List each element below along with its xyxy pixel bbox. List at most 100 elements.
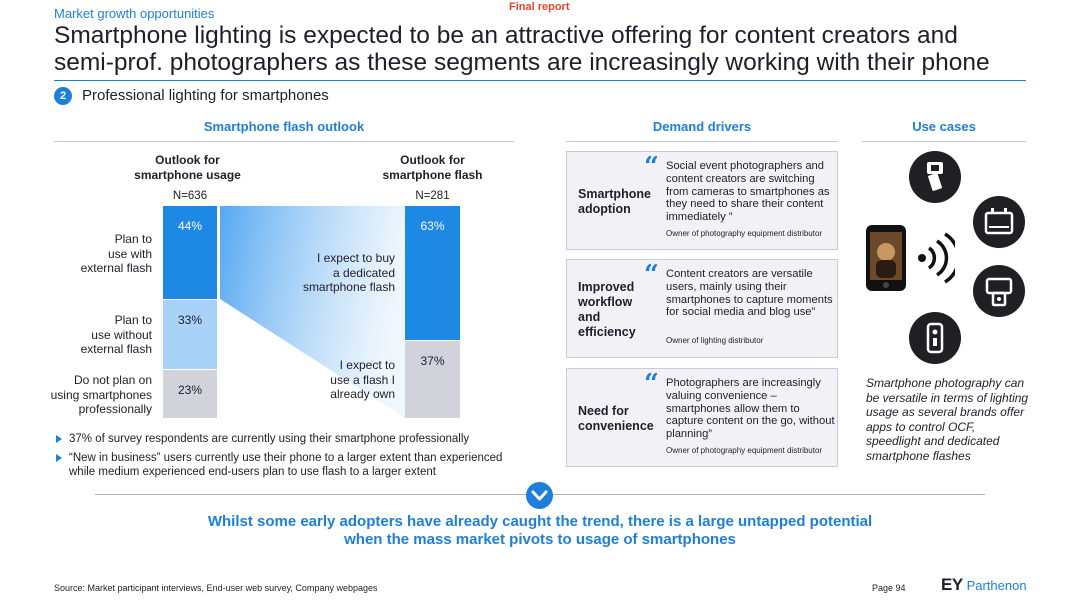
segment-label-own-flash: I expect to use a flash I already own bbox=[265, 358, 395, 402]
bar-segment: 44% bbox=[163, 206, 217, 299]
label-line: I expect to bbox=[339, 358, 395, 372]
segment-label-without-flash: Plan to use without external flash bbox=[30, 313, 152, 357]
driver-name: Improved workflow and efficiency bbox=[578, 280, 636, 340]
bar-title-flash-line-1: Outlook for bbox=[400, 153, 465, 167]
label-line: already own bbox=[330, 387, 395, 401]
page-subtitle: Professional lighting for smartphones bbox=[82, 87, 329, 104]
segment-label-not-professional: Do not plan on using smartphones profess… bbox=[30, 373, 152, 417]
driver-quote: Photographers are increasingly valuing c… bbox=[666, 377, 835, 441]
driver-name-line: and bbox=[578, 310, 601, 324]
bar-segment: 33% bbox=[163, 299, 217, 369]
quote-icon: “ bbox=[644, 152, 659, 182]
bar-value-label: 33% bbox=[177, 313, 203, 327]
column-divider-outlook bbox=[54, 141, 514, 142]
label-line: use with bbox=[107, 246, 152, 261]
driver-card-smartphone-adoption: Smartphone adoption “ Social event photo… bbox=[566, 151, 838, 250]
stacked-bar-flash: 63% 37% bbox=[405, 206, 460, 418]
quote-source: Owner of photography equipment distribut… bbox=[666, 446, 823, 455]
bar-value-label: 44% bbox=[177, 219, 203, 233]
softbox-light-icon bbox=[973, 196, 1025, 248]
section-label: Market growth opportunities bbox=[54, 6, 215, 21]
column-header-outlook: Smartphone flash outlook bbox=[203, 119, 365, 134]
driver-name-line: Need for bbox=[578, 404, 629, 418]
column-divider-drivers bbox=[566, 141, 838, 142]
segment-label-buy-flash: I expect to buy a dedicated smartphone f… bbox=[265, 251, 395, 295]
page-title-line-2: semi-prof. photographers as these segmen… bbox=[54, 49, 990, 76]
column-divider-use-cases bbox=[862, 141, 1026, 142]
driver-name-line: Improved bbox=[578, 280, 635, 294]
bar-value-label: 23% bbox=[177, 383, 203, 397]
bullet-item: 37% of survey respondents are currently … bbox=[56, 432, 516, 446]
speedlight-icon bbox=[973, 265, 1025, 317]
driver-name-line: convenience bbox=[578, 419, 654, 433]
label-line: Plan to bbox=[114, 313, 152, 327]
use-cases-caption: Smartphone photography can be versatile … bbox=[866, 376, 1029, 463]
driver-card-workflow-efficiency: Improved workflow and efficiency “ Conte… bbox=[566, 259, 838, 358]
page-title-line-1: Smartphone lighting is expected to be an… bbox=[54, 22, 958, 49]
driver-name-line: Smartphone bbox=[578, 187, 651, 201]
driver-name: Need for convenience bbox=[578, 404, 654, 434]
page-title: Smartphone lighting is expected to be an… bbox=[54, 22, 1034, 76]
flash-outlook-chart: Outlook for smartphone usage N=636 44% 33… bbox=[0, 0, 483, 418]
label-line: I expect to buy bbox=[316, 251, 395, 265]
stacked-bar-usage: 44% 33% 23% bbox=[163, 206, 217, 418]
label-line: a dedicated bbox=[332, 265, 395, 280]
bullet-text: “New in business” users currently use th… bbox=[69, 452, 503, 478]
driver-name: Smartphone adoption bbox=[578, 187, 651, 217]
section-number-badge: 2 bbox=[54, 87, 72, 105]
quote-source: Owner of lighting distributor bbox=[666, 336, 764, 345]
quote-icon: “ bbox=[644, 260, 659, 290]
label-line: use a flash I bbox=[330, 372, 395, 387]
driver-name-line: efficiency bbox=[578, 325, 636, 339]
bullet-arrow-icon bbox=[56, 435, 62, 443]
quote-source: Owner of photography equipment distribut… bbox=[666, 229, 823, 238]
funnel-shape bbox=[220, 206, 405, 418]
key-takeaway: Whilst some early adopters have already … bbox=[207, 513, 873, 548]
bar-value-label: 63% bbox=[420, 219, 445, 233]
wireless-signal-icon bbox=[917, 232, 961, 284]
bar-segment: 37% bbox=[405, 340, 460, 418]
bar-value-label: 37% bbox=[420, 354, 445, 368]
source-note: Source: Market participant interviews, E… bbox=[54, 583, 378, 593]
label-line: using smartphones bbox=[50, 387, 152, 402]
bar-segment: 23% bbox=[163, 369, 217, 418]
bar-title-flash-line-2: smartphone flash bbox=[382, 168, 483, 182]
label-line: Do not plan on bbox=[73, 373, 152, 387]
bullet-text: 37% of survey respondents are currently … bbox=[69, 433, 470, 445]
bar-segment: 63% bbox=[405, 206, 460, 340]
logo-parthenon: Parthenon bbox=[966, 578, 1027, 593]
smartphone-icon bbox=[865, 224, 907, 292]
status-label: Final report bbox=[509, 1, 570, 13]
label-line: professionally bbox=[78, 402, 152, 416]
bar-title-usage-line-2: smartphone usage bbox=[134, 168, 241, 182]
label-line: use without bbox=[91, 327, 152, 342]
bar-title-usage-line-1: Outlook for bbox=[155, 153, 220, 167]
column-header-drivers: Demand drivers bbox=[652, 119, 752, 134]
chevron-down-icon bbox=[526, 482, 553, 509]
label-line: Plan to bbox=[114, 232, 152, 246]
quote-icon: “ bbox=[644, 369, 659, 399]
label-line: smartphone flash bbox=[302, 280, 395, 294]
ey-parthenon-logo: EY Parthenon bbox=[941, 575, 1027, 595]
segment-label-with-flash: Plan to use with external flash bbox=[30, 232, 152, 276]
title-divider bbox=[54, 80, 1026, 81]
bullet-item: “New in business” users currently use th… bbox=[56, 451, 522, 479]
driver-quote: Content creators are versatile users, ma… bbox=[666, 268, 833, 319]
flash-icon bbox=[909, 151, 961, 203]
page-number: Page 94 bbox=[872, 583, 906, 593]
bar-title-flash: Outlook for smartphone flash bbox=[365, 153, 500, 183]
sample-size-flash: N=281 bbox=[415, 190, 450, 202]
driver-quote: Social event photographers and content c… bbox=[666, 160, 830, 224]
bullet-arrow-icon bbox=[56, 454, 62, 462]
logo-ey: EY bbox=[941, 575, 963, 594]
label-line: external flash bbox=[80, 261, 152, 275]
column-header-use-cases: Use cases bbox=[912, 119, 976, 134]
bar-title-usage: Outlook for smartphone usage bbox=[120, 153, 255, 183]
label-line: external flash bbox=[80, 342, 152, 356]
driver-name-line: workflow bbox=[578, 295, 633, 309]
driver-card-convenience: Need for convenience “ Photographers are… bbox=[566, 368, 838, 467]
clip-light-icon bbox=[909, 312, 961, 364]
driver-name-line: adoption bbox=[578, 202, 631, 216]
sample-size-usage: N=636 bbox=[172, 190, 208, 202]
